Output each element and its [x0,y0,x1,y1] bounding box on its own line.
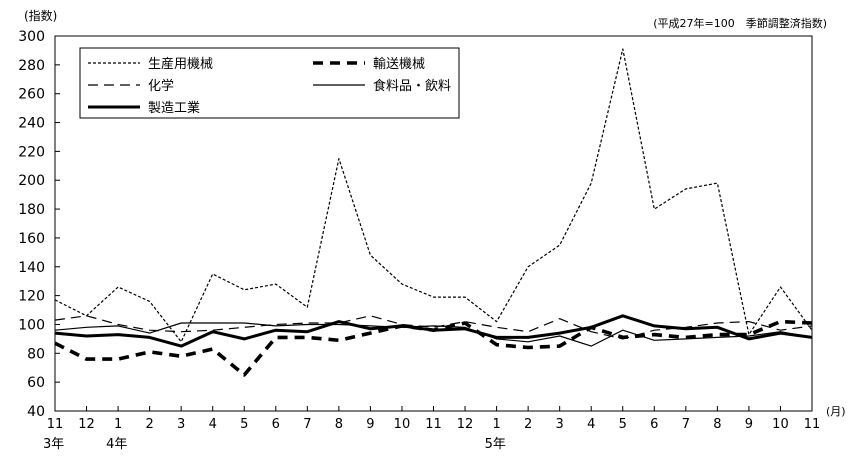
x-tick-label: 8 [713,417,721,432]
x-tick-label: 11 [425,417,442,432]
y-tick-label: 300 [18,29,45,45]
y-tick-label: 140 [18,260,45,276]
x-tick-label: 5 [240,417,248,432]
series-line-1 [54,48,813,343]
x-tick-label: 6 [272,417,280,432]
x-tick-label: 6 [650,417,658,432]
y-tick-label: 280 [18,58,45,74]
x-tick-label: 12 [78,417,95,432]
y-tick-label: 180 [18,202,45,218]
legend-box [79,47,460,119]
x-tick-label: 7 [682,417,690,432]
x-tick-label: 10 [394,417,411,432]
x-tick-label: 8 [335,417,343,432]
y-tick-label: 120 [18,289,45,305]
series-layer [54,48,813,377]
x-tick-label: 9 [366,417,374,432]
x-tick-label: 9 [745,417,753,432]
y-tick-label: 260 [18,87,45,103]
x-tick-label: 4 [587,417,595,432]
x-tick-label: 5 [619,417,627,432]
x-tick-label: 3 [556,417,564,432]
x-axis-unit: (月) [826,405,846,418]
x-tick-label: 11 [804,417,821,432]
x-tick-label: 2 [524,417,532,432]
legend-label-4: 食料品・飲料 [373,78,451,94]
x-tick-label: 2 [145,417,153,432]
chart-note: (平成27年=100 季節調整済指数) [653,16,827,30]
legend-label-5: 製造工業 [148,100,200,116]
x-tick-label: 4 [209,417,217,432]
series-line-4 [54,322,813,347]
x-tick-label: 3 [177,417,185,432]
legend-label-3: 化学 [148,78,174,94]
x-tick-label: 1 [492,417,500,432]
y-axis-label: (指数) [24,8,57,23]
x-tick-label: 11 [47,417,64,432]
x-tick-label: 1 [114,417,122,432]
year-label: 3年 [43,437,64,452]
y-tick-label: 60 [27,375,45,391]
x-tick-label: 7 [303,417,311,432]
x-tick-label: 10 [772,417,789,432]
chart-axes: 40 60 80 100 120 140 160 180 200 220 240 260 280 300 1… [18,29,820,452]
series-line-5 [54,314,813,348]
year-label: 4年 [106,437,127,452]
legend-label-2: 輸送機械 [373,57,425,72]
legend-label-1: 生産用機械 [148,56,213,72]
y-tick-label: 80 [27,346,45,362]
y-tick-label: 160 [18,231,45,247]
x-tick-label: 12 [457,417,474,432]
y-tick-label: 100 [18,317,45,333]
y-tick-label: 200 [18,173,45,189]
y-tick-label: 240 [18,116,45,132]
y-tick-label: 220 [18,144,45,160]
year-label: 5年 [485,437,506,452]
y-tick-label: 40 [27,404,45,420]
